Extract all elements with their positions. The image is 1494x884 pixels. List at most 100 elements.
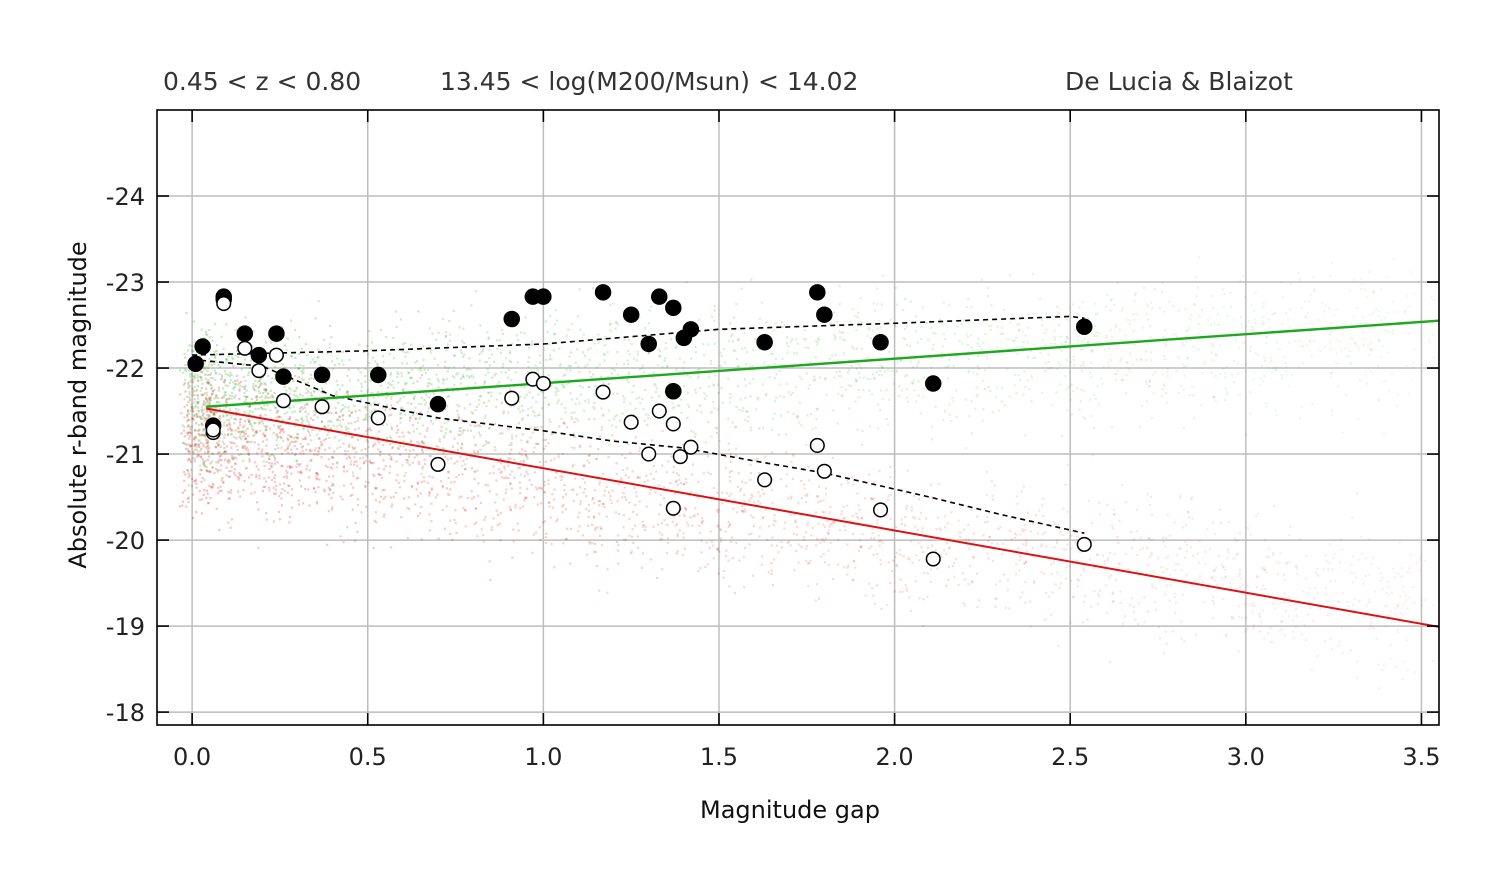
density-point <box>814 356 817 359</box>
density-point <box>1270 359 1273 362</box>
density-point <box>519 395 522 398</box>
density-point <box>615 321 618 324</box>
density-point <box>929 356 932 359</box>
density-point <box>544 444 548 448</box>
density-point <box>379 450 382 453</box>
density-point <box>1163 384 1166 387</box>
density-point <box>422 442 425 445</box>
density-point <box>242 376 245 379</box>
density-point <box>209 376 212 380</box>
density-point <box>390 427 394 431</box>
density-point <box>598 435 601 438</box>
density-point <box>507 477 510 480</box>
density-point <box>647 413 650 416</box>
density-point <box>1116 370 1119 373</box>
density-point <box>205 391 208 394</box>
density-point <box>230 518 234 521</box>
density-point <box>639 368 642 371</box>
density-point <box>502 476 506 480</box>
density-point <box>717 383 720 386</box>
density-point <box>735 405 738 409</box>
density-point <box>609 495 612 498</box>
density-point <box>222 415 225 418</box>
density-point <box>227 497 230 500</box>
density-point <box>549 516 552 519</box>
density-point <box>234 407 237 411</box>
density-point <box>840 513 843 516</box>
density-point <box>573 446 576 450</box>
density-point <box>671 402 674 405</box>
density-point <box>1064 566 1067 569</box>
density-point <box>728 523 731 527</box>
density-point <box>879 559 882 562</box>
density-point <box>789 513 792 516</box>
density-point <box>455 373 458 376</box>
density-point <box>1139 425 1142 428</box>
density-point <box>909 540 913 543</box>
density-point <box>488 490 491 493</box>
density-point <box>803 483 806 486</box>
density-point <box>1296 572 1299 576</box>
density-point <box>573 435 576 438</box>
density-point <box>1134 291 1137 295</box>
density-point <box>1244 363 1247 366</box>
density-point <box>228 460 232 463</box>
density-point <box>315 472 319 475</box>
density-point <box>700 551 703 554</box>
density-point <box>1319 608 1322 611</box>
density-point <box>442 378 445 381</box>
density-point <box>491 376 494 379</box>
density-point <box>350 411 354 414</box>
density-point <box>1162 536 1165 539</box>
density-point <box>583 487 587 491</box>
density-point <box>796 533 799 536</box>
density-point <box>1379 572 1382 575</box>
density-point <box>546 331 549 334</box>
density-point <box>1313 290 1317 293</box>
density-point <box>200 408 203 411</box>
density-point <box>1025 541 1028 545</box>
density-point <box>230 457 234 460</box>
density-point <box>460 447 463 450</box>
density-point <box>447 476 450 480</box>
density-point <box>824 377 827 380</box>
density-point <box>617 483 621 486</box>
density-point <box>842 338 845 341</box>
density-point <box>574 361 577 364</box>
density-point <box>1301 345 1304 348</box>
density-point <box>839 375 842 378</box>
density-point <box>272 424 276 427</box>
density-point <box>562 503 565 507</box>
density-point <box>193 444 196 447</box>
density-point <box>591 523 594 527</box>
density-point <box>1089 371 1092 374</box>
density-point <box>477 424 481 427</box>
density-point <box>370 348 373 351</box>
density-point <box>868 425 872 428</box>
density-point <box>967 582 970 586</box>
density-point <box>1179 547 1182 550</box>
density-point <box>302 428 305 431</box>
density-point <box>340 425 343 428</box>
density-point <box>1066 337 1069 341</box>
density-point <box>628 501 631 504</box>
density-point <box>285 469 288 472</box>
density-point <box>232 357 235 361</box>
density-point <box>582 491 585 494</box>
density-point <box>226 358 229 362</box>
density-point <box>351 493 354 496</box>
density-point <box>1330 371 1334 374</box>
density-point <box>1117 562 1120 566</box>
density-point <box>281 464 284 467</box>
density-point <box>755 408 758 411</box>
density-point <box>613 369 616 372</box>
density-point <box>1178 547 1181 551</box>
density-point <box>831 577 835 581</box>
density-point <box>408 463 411 466</box>
density-point <box>1195 276 1198 279</box>
density-point <box>1028 600 1032 603</box>
density-point <box>861 443 864 446</box>
density-point <box>699 531 702 534</box>
density-point <box>984 332 987 336</box>
density-point <box>658 355 661 358</box>
